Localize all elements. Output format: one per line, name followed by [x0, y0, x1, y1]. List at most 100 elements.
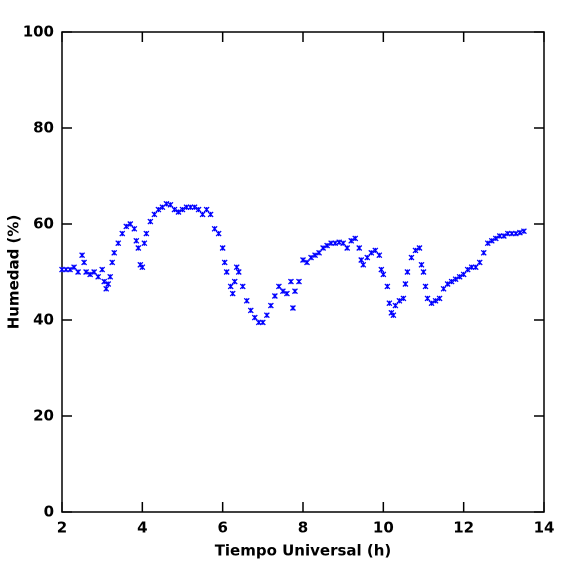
x-tick-label: 2	[57, 519, 67, 537]
point	[444, 281, 451, 287]
point	[320, 245, 327, 251]
point	[308, 254, 314, 261]
point	[428, 300, 435, 307]
point	[203, 206, 210, 213]
point	[133, 237, 140, 244]
point	[356, 245, 363, 251]
point	[460, 271, 467, 278]
x-tick-label: 8	[298, 519, 308, 537]
point	[416, 245, 423, 251]
point	[484, 240, 491, 247]
point	[167, 201, 174, 208]
point	[492, 235, 499, 242]
point	[233, 264, 240, 271]
x-tick-label: 12	[453, 519, 474, 537]
point	[400, 295, 407, 302]
x-tick-label: 6	[217, 519, 227, 537]
point	[79, 252, 86, 259]
point	[103, 285, 110, 292]
point	[227, 283, 234, 290]
point	[99, 266, 106, 273]
point	[352, 235, 359, 242]
point	[380, 271, 387, 278]
plot-frame	[61, 31, 545, 513]
point	[480, 249, 487, 256]
point	[229, 290, 236, 297]
point	[448, 278, 455, 285]
point	[516, 229, 523, 236]
point	[488, 237, 495, 244]
point	[358, 257, 365, 263]
x-tick-label: 14	[534, 519, 555, 537]
point	[115, 240, 122, 247]
y-tick-label: 80	[33, 119, 54, 137]
point	[207, 211, 214, 218]
point	[179, 206, 186, 213]
point	[239, 283, 246, 290]
point	[472, 264, 479, 271]
point	[191, 204, 198, 211]
point	[476, 259, 483, 266]
point	[384, 283, 391, 290]
point	[221, 259, 228, 266]
point	[300, 257, 306, 263]
point	[231, 278, 238, 285]
point	[175, 209, 182, 215]
point	[402, 281, 409, 287]
point	[211, 225, 218, 232]
point	[143, 230, 150, 237]
point	[135, 245, 142, 251]
point	[141, 240, 148, 247]
point	[111, 249, 118, 256]
point	[195, 206, 202, 213]
point	[243, 297, 250, 304]
point	[360, 261, 367, 268]
point	[91, 269, 98, 275]
point	[344, 245, 351, 251]
x-tick-label: 10	[373, 519, 394, 537]
point	[392, 302, 399, 309]
point	[199, 211, 206, 218]
point	[71, 264, 78, 271]
y-tick-label: 100	[23, 23, 54, 41]
y-tick-label: 0	[44, 503, 54, 521]
y-axis-label: Humedad (%)	[5, 215, 23, 330]
point	[390, 312, 397, 319]
point	[378, 266, 385, 273]
point	[109, 259, 116, 266]
point	[283, 290, 290, 297]
point	[107, 273, 114, 280]
point	[251, 314, 258, 321]
point	[456, 273, 463, 280]
point	[386, 300, 393, 307]
point	[324, 242, 331, 249]
point	[275, 283, 282, 290]
y-tick-label: 20	[33, 407, 54, 425]
point	[87, 271, 94, 278]
point	[235, 269, 242, 275]
point	[127, 221, 134, 227]
point	[67, 266, 73, 273]
point	[408, 254, 415, 261]
point	[123, 223, 130, 230]
point	[147, 218, 154, 225]
point	[289, 305, 296, 311]
x-tick-label: 4	[137, 519, 147, 537]
point	[95, 273, 102, 280]
point	[81, 259, 88, 266]
point	[271, 293, 278, 299]
point	[422, 283, 429, 290]
point	[259, 319, 266, 326]
point	[316, 249, 323, 256]
point	[279, 288, 286, 295]
point	[131, 225, 138, 232]
point	[396, 297, 403, 304]
point	[101, 278, 108, 285]
y-tick-label: 40	[33, 311, 54, 329]
point	[432, 297, 439, 304]
point	[151, 211, 158, 218]
point	[418, 261, 425, 268]
point	[348, 237, 355, 244]
point	[105, 281, 112, 287]
